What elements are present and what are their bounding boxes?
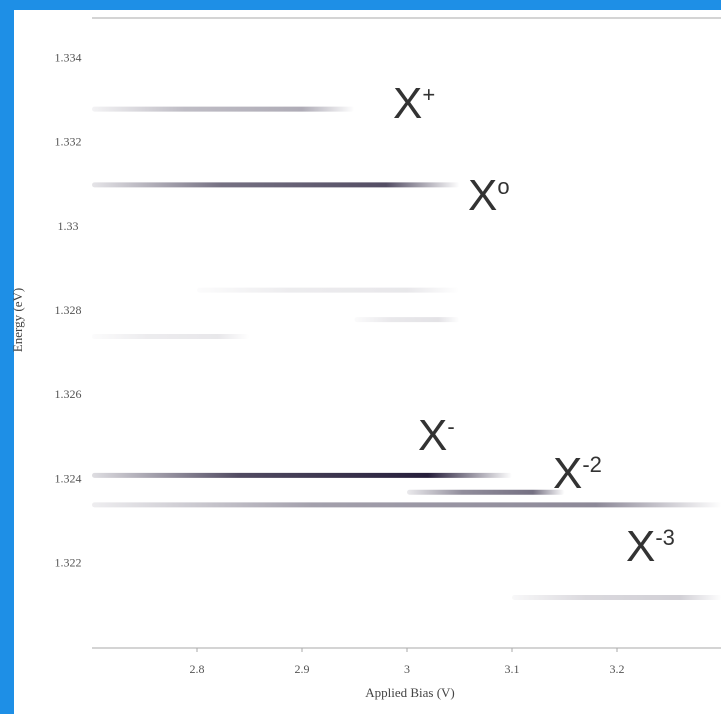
spectral-line [512,595,721,600]
spectral-line [355,317,460,322]
peak-label-base: X [626,522,655,571]
peak-label-sup: -3 [655,525,675,550]
spectral-line [197,288,460,293]
y-tick-label: 1.326 [55,387,82,401]
y-axis-title: Energy (eV) [10,288,25,352]
spectral-line [92,334,250,339]
y-tick-label: 1.334 [55,50,82,64]
peak-label-sup: -2 [582,452,602,477]
peak-label-sup: o [497,174,509,199]
peak-label-sup: - [447,414,454,439]
spectral-line [92,502,721,507]
x-axis-title: Applied Bias (V) [365,685,455,700]
x-tick-label: 3.2 [610,662,625,676]
y-tick-label: 1.332 [55,135,82,149]
peak-label-base: X [393,79,422,128]
peak-label-base: X [468,171,497,220]
x-tick-label: 2.9 [295,662,310,676]
spectral-line [92,107,355,112]
y-tick-label: 1.328 [55,303,82,317]
x-tick-label: 3.1 [505,662,520,676]
y-tick-label: 1.33 [58,219,79,233]
peak-label-base: X [418,411,447,460]
y-tick-label: 1.322 [55,556,82,570]
plot-panel [14,10,721,714]
peak-label-base: X [553,449,582,498]
spectral-line [407,490,565,495]
x-tick-label: 2.8 [190,662,205,676]
y-tick-label: 1.324 [55,471,82,485]
chart: Applied Bias (V) Energy (eV) 2.8 2.9 3 3.1 3… [0,0,721,714]
spectral-line [92,473,512,478]
page: {"chart_data": { "type": "spectral-lines… [0,0,721,714]
peak-label-sup: + [422,82,435,107]
x-tick-label: 3 [404,662,410,676]
spectral-line [92,182,460,187]
